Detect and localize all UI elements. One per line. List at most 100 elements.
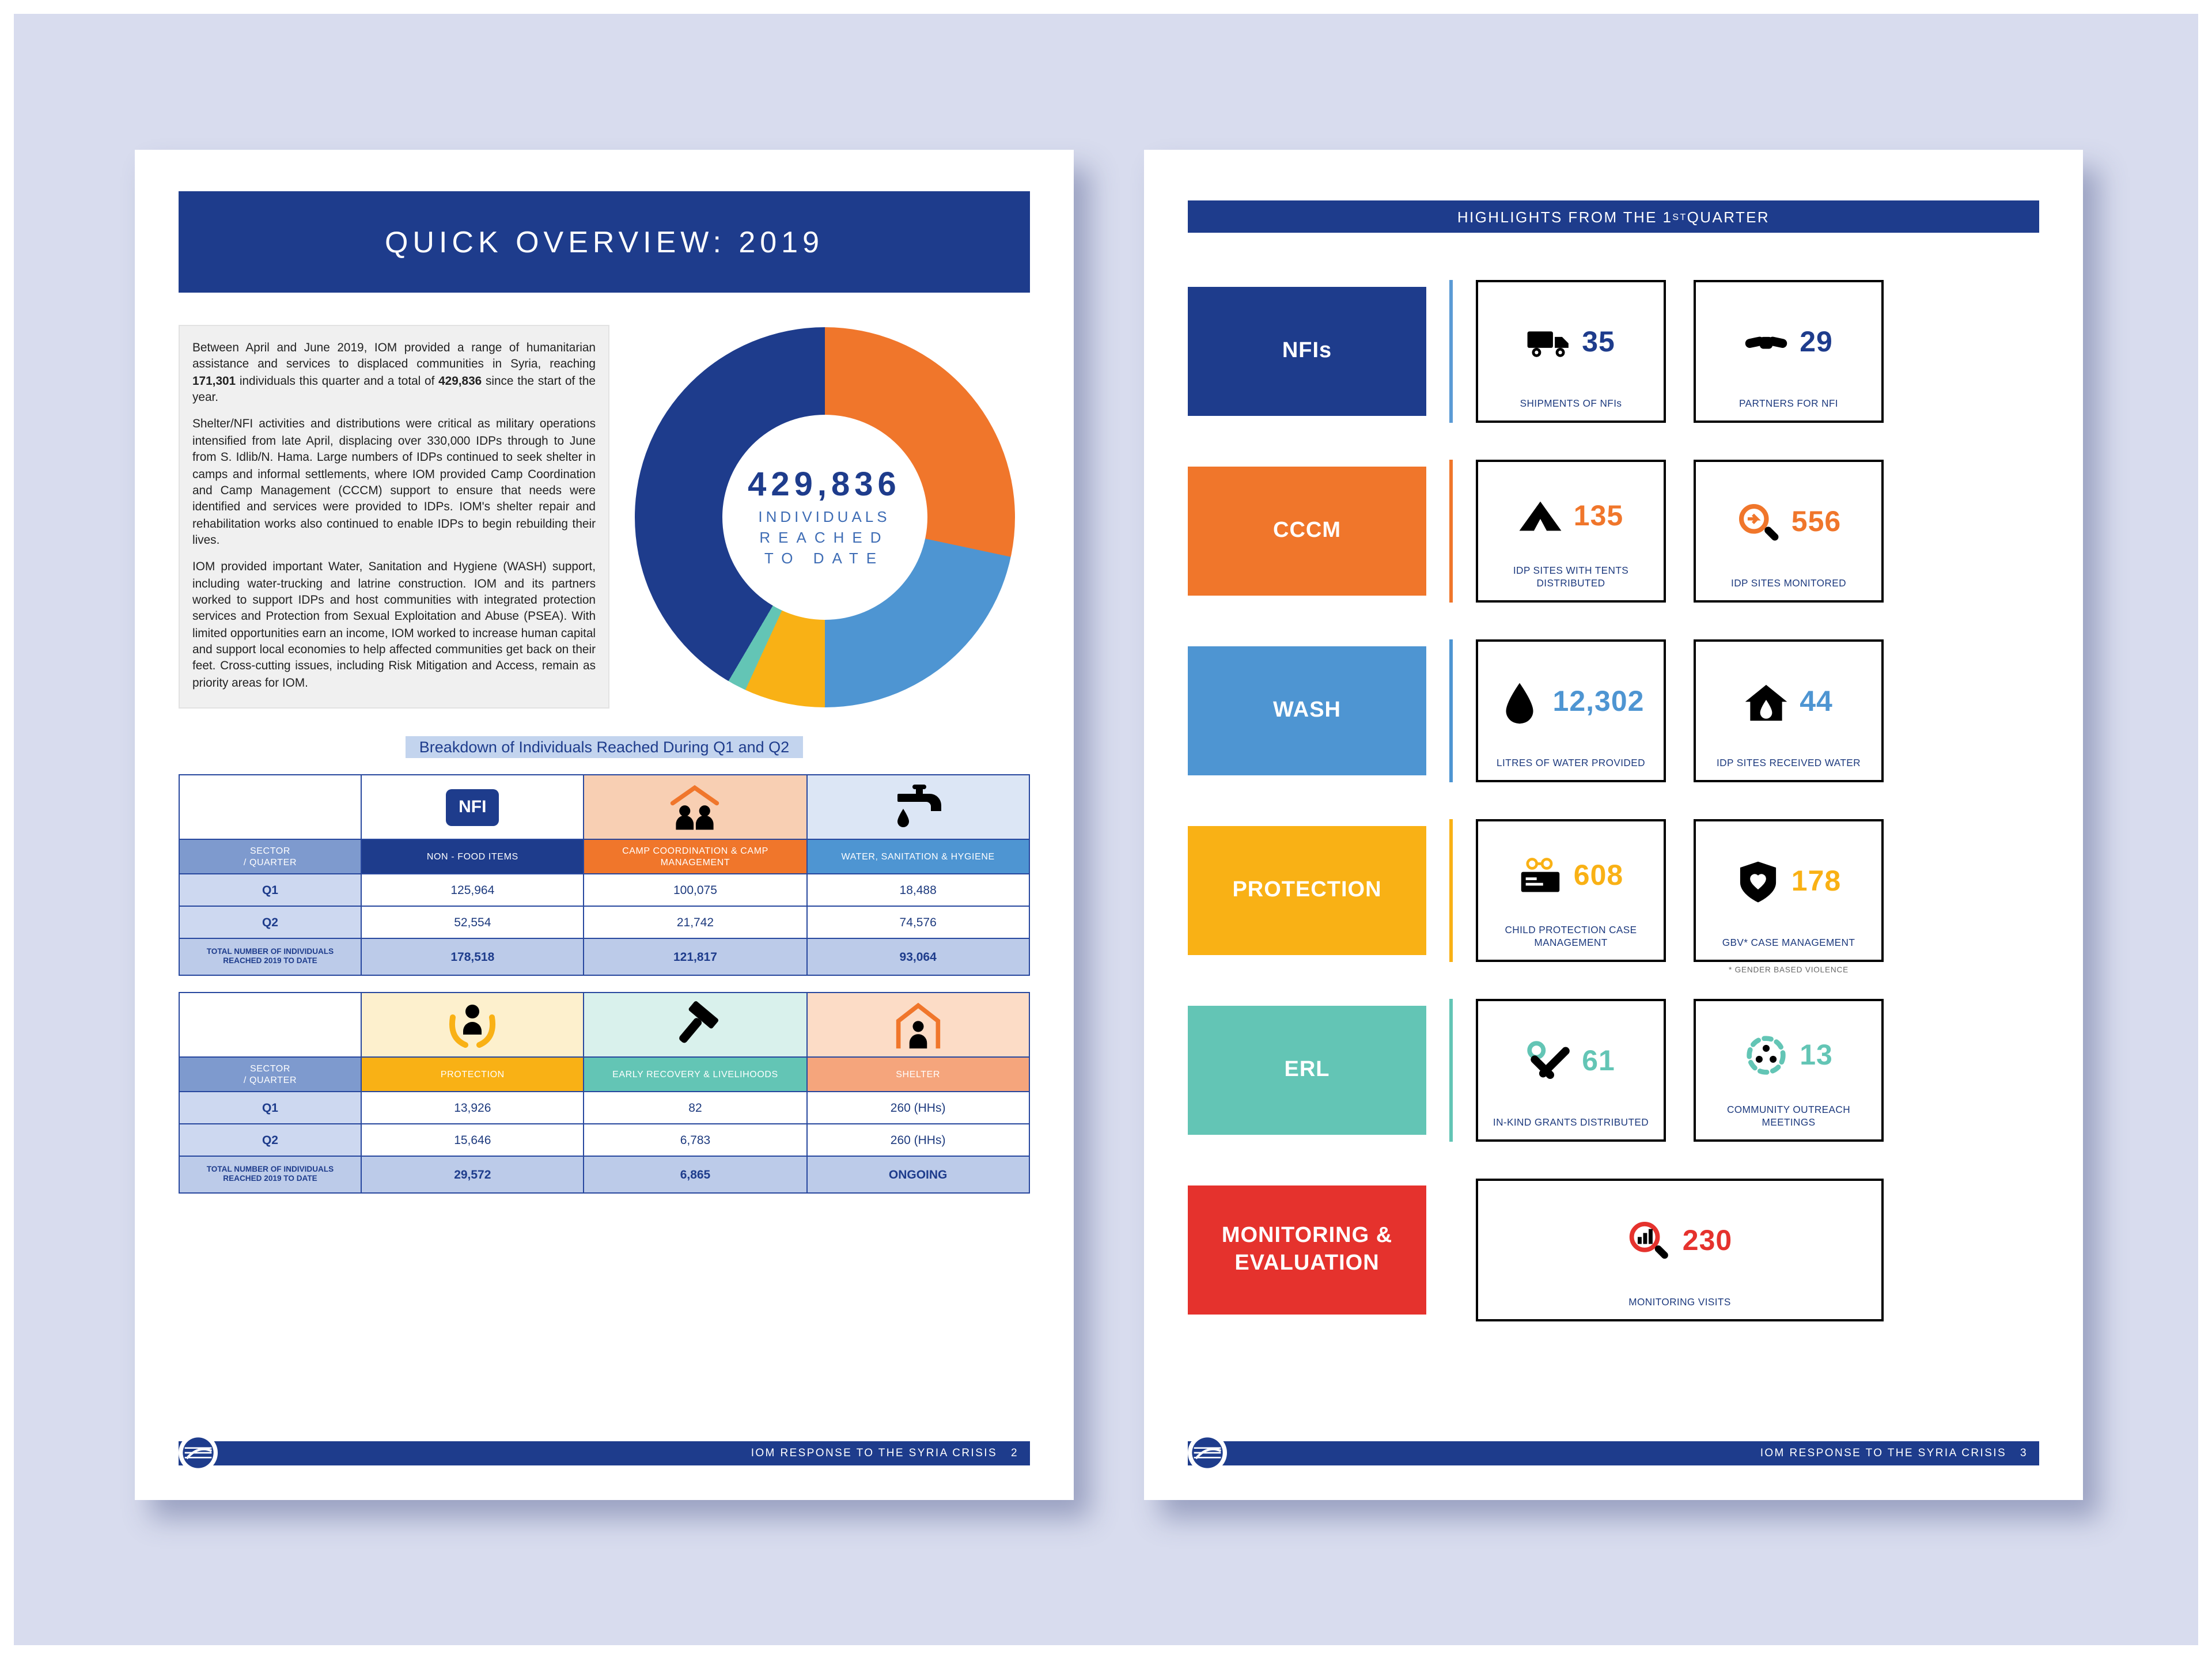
stat-value: 230 xyxy=(1682,1225,1733,1257)
corner-header: SECTOR / QUARTER xyxy=(179,839,362,875)
overview-content: Between April and June 2019, IOM provide… xyxy=(179,325,1030,709)
total-value: 29,572 xyxy=(360,1156,585,1194)
stat-value: 13 xyxy=(1800,1039,1833,1071)
stat-value: 44 xyxy=(1800,685,1833,718)
stat-caption: SHIPMENTS OF NFIs xyxy=(1520,397,1622,409)
stat-caption: IDP SITES WITH TENTS DISTRIBUTED xyxy=(1513,564,1629,589)
total-row: TOTAL NUMBER OF INDIVIDUALS REACHED 2019… xyxy=(179,1156,1031,1194)
donut-chart: 429,836 INDIVIDUALS REACHED TO DATE xyxy=(634,327,1014,707)
iom-logo xyxy=(1188,1433,1227,1472)
row-label: Q1 xyxy=(179,873,362,907)
house-drop-icon xyxy=(1744,681,1788,725)
total-value: 178,518 xyxy=(360,938,585,976)
tent-icon xyxy=(1518,495,1562,539)
intro-paragraph-3: IOM provided important Water, Sanitation… xyxy=(192,561,596,690)
corner-header: SECTOR / QUARTER xyxy=(179,1056,362,1093)
highlight-row-cccm: CCCM 135 IDP SITES WITH TENTS DISTRIBUTE… xyxy=(1188,456,2039,606)
highlight-row-protection: PROTECTION 608 CHILD PROTECTION CASE MAN… xyxy=(1188,816,2039,975)
stat-caption: GBV* CASE MANAGEMENT xyxy=(1722,936,1855,948)
page-title: QUICK OVERVIEW: 2019 xyxy=(179,191,1030,293)
table-value: 6,783 xyxy=(583,1123,808,1157)
stat-card: 230 MONITORING VISITS xyxy=(1476,1179,1884,1321)
highlight-row-erl: ERL 61 IN-KIND GRANTS DISTRIBUTED xyxy=(1188,995,2039,1145)
col-header-cccm: CAMP COORDINATION & CAMP MANAGEMENT xyxy=(583,839,808,875)
header-row: SECTOR / QUARTER NON - FOOD ITEMS CAMP C… xyxy=(179,839,1031,875)
page-number: 3 xyxy=(2020,1447,2028,1460)
breakdown-heading: Breakdown of Individuals Reached During … xyxy=(179,736,1030,759)
stat-value: 29 xyxy=(1800,326,1833,359)
page-quick-overview: QUICK OVERVIEW: 2019 Between April and J… xyxy=(135,150,1074,1500)
row-divider xyxy=(1449,280,1453,423)
stat-card: 556 IDP SITES MONITORED xyxy=(1694,460,1884,603)
sector-table-2: SECTOR / QUARTER PROTECTION EARLY RECOVE… xyxy=(179,992,1031,1194)
donut-center-label: 429,836 INDIVIDUALS REACHED TO DATE xyxy=(722,414,927,620)
total-value: 93,064 xyxy=(806,938,1031,976)
background: QUICK OVERVIEW: 2019 Between April and J… xyxy=(14,14,2198,1645)
intro-text-panel: Between April and June 2019, IOM provide… xyxy=(179,325,609,709)
water-drop-icon xyxy=(1498,681,1541,725)
monitoring-magnifier-icon xyxy=(1627,1220,1671,1264)
page-number: 2 xyxy=(1011,1447,1018,1460)
stat-value: 556 xyxy=(1791,506,1842,539)
sector-label-erl: ERL xyxy=(1188,1006,1426,1135)
donut-chart-area: 429,836 INDIVIDUALS REACHED TO DATE xyxy=(619,325,1030,709)
table-value: 82 xyxy=(583,1091,808,1125)
row-divider xyxy=(1449,460,1453,603)
stat-value: 608 xyxy=(1573,859,1624,892)
table-value: 13,926 xyxy=(360,1091,585,1125)
truck-icon xyxy=(1527,321,1570,365)
blank-cell xyxy=(179,992,362,1058)
iom-logo xyxy=(179,1433,218,1472)
table-value: 15,646 xyxy=(360,1123,585,1157)
table-row: Q2 15,646 6,783 260 (HHs) xyxy=(179,1123,1031,1157)
sector-label-wash: WASH xyxy=(1188,646,1426,775)
stat-card: 135 IDP SITES WITH TENTS DISTRIBUTED xyxy=(1476,460,1666,603)
iom-globe-icon xyxy=(1190,1435,1225,1470)
page-highlights: HIGHLIGHTS FROM THE 1 ST QUARTER NFIs 35 … xyxy=(1144,150,2083,1500)
row-divider xyxy=(1449,819,1453,962)
id-card-icon xyxy=(1518,854,1562,898)
stat-value: 178 xyxy=(1791,865,1842,898)
footer-text: IOM RESPONSE TO THE SYRIA CRISIS 3 xyxy=(1760,1447,2028,1460)
page-footer: IOM RESPONSE TO THE SYRIA CRISIS 3 xyxy=(1188,1433,2039,1472)
erl-icon-cell xyxy=(583,992,808,1058)
header-row: SECTOR / QUARTER PROTECTION EARLY RECOVE… xyxy=(179,1056,1031,1093)
stat-value: 12,302 xyxy=(1552,685,1645,718)
table-value: 74,576 xyxy=(806,906,1031,940)
col-header-wash: WATER, SANITATION & HYGIENE xyxy=(806,839,1031,875)
community-icon xyxy=(1744,1034,1788,1078)
sector-label-cccm: CCCM xyxy=(1188,467,1426,596)
row-label: Q2 xyxy=(179,1123,362,1157)
gbv-footnote: * GENDER BASED VIOLENCE xyxy=(1728,967,1849,975)
footer-text: IOM RESPONSE TO THE SYRIA CRISIS 2 xyxy=(751,1447,1018,1460)
table-value: 52,554 xyxy=(360,906,585,940)
person-in-house-icon xyxy=(892,1001,945,1049)
page-footer: IOM RESPONSE TO THE SYRIA CRISIS 2 xyxy=(179,1433,1030,1472)
total-label: TOTAL NUMBER OF INDIVIDUALS REACHED 2019… xyxy=(179,938,362,976)
col-header-erl: EARLY RECOVERY & LIVELIHOODS xyxy=(583,1056,808,1093)
nfi-badge-icon: NFI xyxy=(446,789,499,826)
stat-caption: CHILD PROTECTION CASE MANAGEMENT xyxy=(1505,923,1637,948)
row-label: Q2 xyxy=(179,906,362,940)
stat-card: 29 PARTNERS FOR NFI xyxy=(1694,280,1884,423)
stat-caption: MONITORING VISITS xyxy=(1628,1296,1731,1308)
stat-caption: IDP SITES RECEIVED WATER xyxy=(1717,756,1861,768)
table-value: 260 (HHs) xyxy=(806,1091,1031,1125)
donut-caption-line: TO DATE xyxy=(764,550,885,567)
cccm-icon-cell xyxy=(583,774,808,840)
shield-heart-icon xyxy=(1736,861,1780,904)
row-divider xyxy=(1449,1179,1453,1321)
icon-row xyxy=(179,992,1031,1058)
highlight-row-monitoring: MONITORING & EVALUATION 230 MONITORING V… xyxy=(1188,1175,2039,1325)
highlights-title: HIGHLIGHTS FROM THE 1 ST QUARTER xyxy=(1188,200,2039,233)
stat-value: 35 xyxy=(1582,326,1615,359)
row-divider xyxy=(1449,639,1453,782)
sector-table-1: NFI SECTOR / QUARTER NON - FOOD ITEMS xyxy=(179,774,1031,976)
tools-icon xyxy=(1527,1040,1570,1084)
total-value: 6,865 xyxy=(583,1156,808,1194)
stat-card: 608 CHILD PROTECTION CASE MANAGEMENT xyxy=(1476,819,1666,962)
col-header-nfi: NON - FOOD ITEMS xyxy=(360,839,585,875)
iom-globe-icon xyxy=(181,1435,215,1470)
stat-caption: LITRES OF WATER PROVIDED xyxy=(1497,756,1645,768)
